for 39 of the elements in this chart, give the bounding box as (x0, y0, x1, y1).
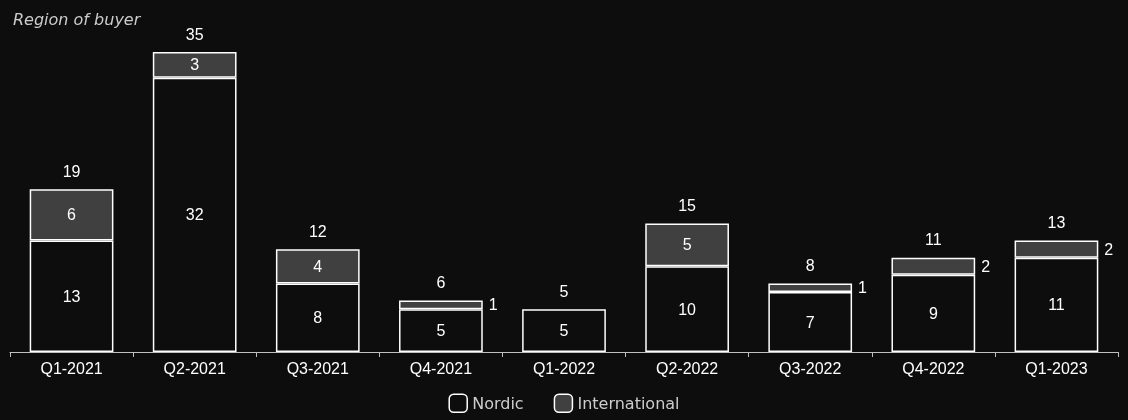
total-label: 13 (1047, 214, 1066, 232)
total-label: 19 (62, 162, 81, 180)
x-tick-label: Q3-2021 (286, 359, 350, 377)
chart-title: Region of buyer (13, 9, 142, 29)
legend-label: Nordic (472, 393, 524, 413)
data-label: 3 (190, 56, 200, 74)
x-tick-label: Q1-2021 (40, 359, 103, 377)
data-label: 5 (682, 236, 692, 254)
legend-label: International (577, 393, 680, 413)
data-label: 11 (1048, 296, 1065, 314)
data-label: 10 (678, 300, 697, 318)
data-label: 7 (805, 313, 815, 331)
x-tick-label: Q4-2021 (409, 359, 473, 377)
total-label: 6 (436, 274, 446, 292)
data-label: 2 (1104, 240, 1114, 258)
total-label: 12 (308, 222, 327, 240)
data-label: 13 (62, 287, 81, 305)
total-label: 15 (678, 196, 697, 214)
data-label: 1 (858, 279, 868, 297)
x-tick-label: Q2-2022 (655, 359, 719, 377)
total-label: 8 (805, 256, 815, 274)
data-label: 6 (67, 206, 77, 224)
data-label: 9 (928, 304, 938, 322)
data-label: 32 (185, 206, 204, 224)
total-label: 5 (559, 282, 569, 300)
data-label: 5 (559, 322, 569, 340)
total-label: 35 (185, 25, 204, 43)
data-label: 5 (436, 322, 446, 340)
bar (522, 309, 606, 352)
x-tick-label: Q1-2022 (532, 359, 596, 377)
x-tick-label: Q2-2021 (163, 359, 226, 377)
data-label: 4 (313, 257, 323, 275)
x-tick-label: Q1-2023 (1025, 359, 1088, 377)
data-label: 2 (981, 257, 991, 275)
total-label: 11 (925, 231, 942, 249)
data-label: 8 (313, 309, 323, 327)
x-tick-label: Q3-2022 (779, 359, 842, 377)
data-label: 1 (488, 296, 498, 314)
x-tick-label: Q4-2022 (902, 359, 965, 377)
